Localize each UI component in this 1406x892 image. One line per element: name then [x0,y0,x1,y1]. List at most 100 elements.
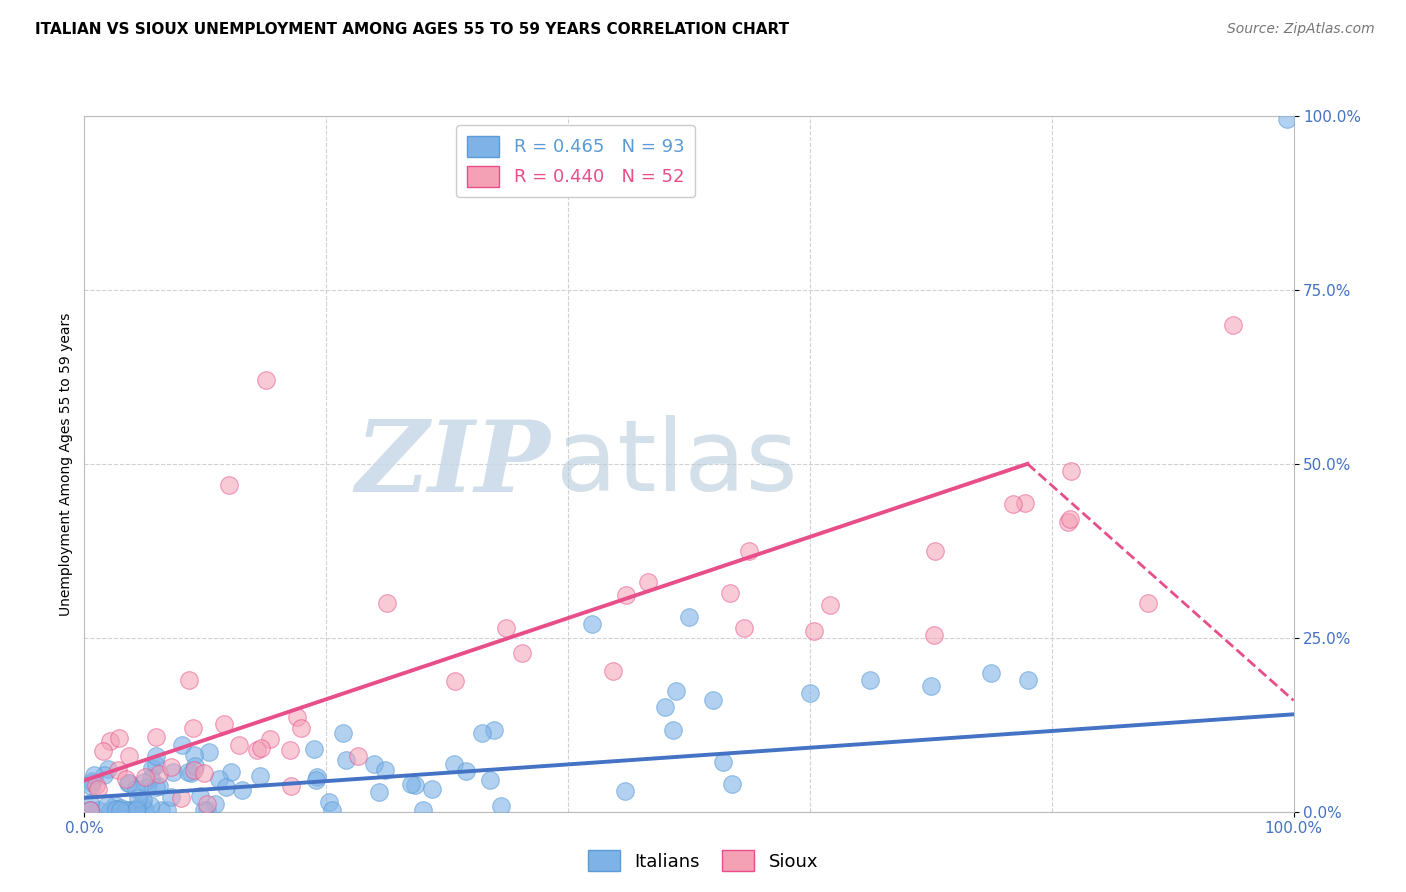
Point [859,673,882,687]
Point [141,771,163,785]
Point [180,766,202,780]
Point [444,674,467,689]
Point [721,776,744,790]
Point [79,803,101,817]
Point [368,785,391,799]
Point [193,766,215,780]
Point [79,796,101,810]
Point [127,801,149,815]
Point [602,665,624,679]
Point [1060,464,1083,478]
Point [177,765,200,780]
Text: atlas: atlas [555,416,797,512]
Point [179,673,201,687]
Point [193,803,215,817]
Point [131,793,153,807]
Point [98,803,121,817]
Point [1059,511,1081,525]
Point [127,791,149,805]
Y-axis label: Unemployment Among Ages 55 to 59 years: Unemployment Among Ages 55 to 59 years [59,312,73,615]
Point [702,693,724,707]
Point [118,803,141,817]
Point [228,738,250,752]
Point [197,745,219,759]
Point [478,773,501,788]
Point [80,775,103,789]
Point [799,686,821,700]
Point [129,803,152,817]
Point [302,742,325,756]
Point [443,756,465,771]
Point [820,598,842,612]
Point [661,723,683,737]
Point [1277,112,1299,127]
Point [108,803,131,817]
Point [733,621,755,635]
Point [363,757,385,772]
Point [181,721,204,735]
Point [285,710,308,724]
Point [145,730,167,744]
Point [1002,498,1025,512]
Point [195,797,218,811]
Point [332,726,354,740]
Point [104,797,127,812]
Point [150,803,173,817]
Point [160,760,183,774]
Point [134,803,156,817]
Point [1222,318,1244,332]
Point [145,780,167,794]
Point [246,742,269,756]
Point [305,773,328,788]
Point [162,765,184,780]
Point [118,776,141,790]
Point [170,738,193,752]
Point [96,797,118,812]
Point [637,575,659,590]
Point [183,763,205,777]
Point [654,700,676,714]
Point [219,765,242,780]
Point [83,767,105,781]
Point [93,744,115,758]
Point [131,799,153,814]
Point [207,772,229,787]
Point [184,759,207,773]
Point [160,789,183,804]
Point [290,721,312,735]
Legend: R = 0.465   N = 93, R = 0.440   N = 52: R = 0.465 N = 93, R = 0.440 N = 52 [456,125,696,197]
Point [374,763,396,777]
Point [104,801,127,815]
Point [212,716,235,731]
Point [117,776,139,790]
Point [678,610,700,624]
Point [249,769,271,783]
Point [183,748,205,763]
Point [581,616,603,631]
Point [215,780,238,794]
Point [114,772,136,786]
Point [471,725,494,739]
Point [1017,673,1039,687]
Point [188,789,211,803]
Point [980,665,1002,680]
Point [920,680,942,694]
Point [346,748,368,763]
Point [195,803,218,817]
Point [87,803,110,817]
Point [107,731,129,745]
Point [136,780,159,794]
Point [138,797,160,812]
Point [97,762,120,776]
Point [79,803,101,817]
Point [718,586,741,600]
Point [278,743,301,757]
Point [170,790,193,805]
Point [737,544,759,558]
Point [231,782,253,797]
Point [249,741,271,756]
Point [482,723,505,737]
Point [80,779,103,793]
Point [1014,496,1036,510]
Point [335,753,357,767]
